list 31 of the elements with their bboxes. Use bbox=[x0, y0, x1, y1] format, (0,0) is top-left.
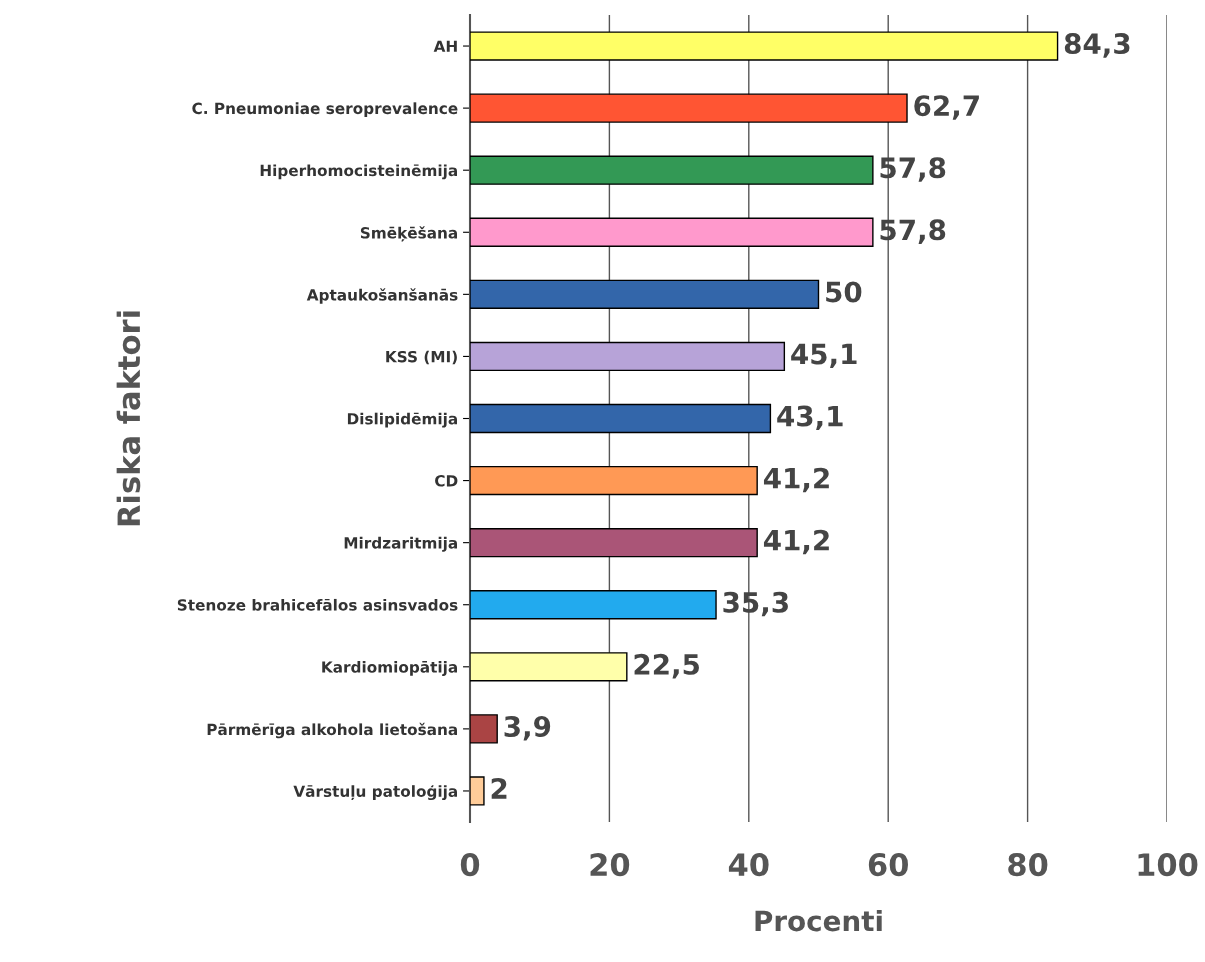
x-axis-title: Procenti bbox=[755, 909, 882, 932]
x-tick-label: 20 bbox=[590, 853, 630, 877]
y-tick-label: Dislipidēmija bbox=[347, 412, 457, 428]
y-tick-label: KSS (MI) bbox=[386, 350, 457, 365]
data-label: 3,9 bbox=[504, 715, 551, 741]
x-tick-label: 60 bbox=[868, 853, 908, 877]
y-tick-label: Mirdzaritmija bbox=[344, 536, 457, 552]
x-tick-label: 100 bbox=[1138, 853, 1198, 877]
y-tick-label: Vārstuļu patoloģija bbox=[293, 785, 457, 801]
data-label: 45,1 bbox=[791, 343, 857, 369]
data-label: 62,7 bbox=[914, 95, 979, 120]
y-tick-label: C. Pneumoniae seroprevalence bbox=[192, 102, 458, 118]
y-tick-label: AH bbox=[433, 40, 457, 52]
y-axis-title: Riska faktori bbox=[116, 311, 141, 526]
x-tick-label: 80 bbox=[1008, 853, 1048, 877]
x-tick-label: 40 bbox=[728, 853, 769, 877]
data-label: 50 bbox=[826, 281, 862, 303]
data-label: 22,5 bbox=[634, 653, 699, 679]
y-tick-label: Hiperhomocisteinēmija bbox=[260, 164, 457, 180]
x-tick-label: 0 bbox=[460, 853, 480, 877]
data-label: 84,3 bbox=[1064, 33, 1130, 58]
y-tick-label: CD bbox=[435, 475, 458, 487]
y-tick-label: Kardiomiopātija bbox=[322, 661, 457, 676]
y-tick-label: Stenoze brahicefālos asinsvados bbox=[177, 598, 458, 611]
y-tick-label: Smēķēšana bbox=[360, 226, 457, 242]
data-label: 41,2 bbox=[763, 529, 829, 555]
data-label: 43,1 bbox=[777, 405, 843, 431]
y-tick-label: Aptaukošanšanās bbox=[306, 288, 458, 304]
data-label: 41,2 bbox=[763, 467, 829, 493]
data-label: 2 bbox=[491, 778, 507, 799]
y-tick-label: Pārmērīga alkohola lietošana bbox=[207, 722, 457, 739]
